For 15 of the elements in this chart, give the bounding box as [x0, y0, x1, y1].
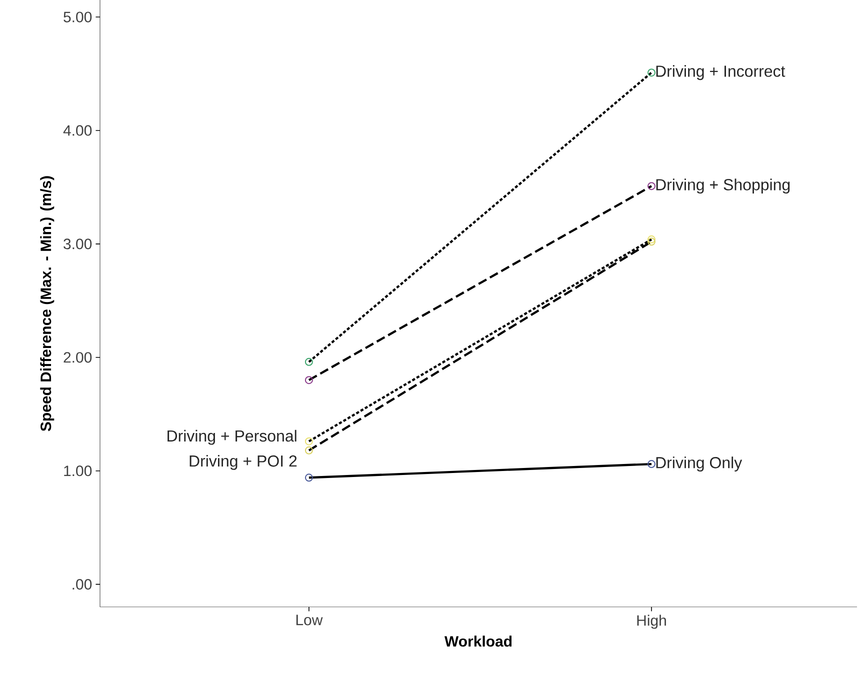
y-tick-label: 3.00 — [64, 238, 92, 250]
y-axis-title: Speed Difference (Max. - Min.) (m/s) — [40, 176, 54, 432]
series-label: Driving + Personal — [168, 430, 296, 445]
series-label: Driving Only — [656, 456, 742, 472]
x-tick-label: Low — [296, 614, 323, 626]
series-label: Driving + Incorrect — [656, 65, 786, 80]
y-tick-label: .00 — [72, 578, 92, 590]
x-tick-label: High — [637, 614, 666, 629]
y-tick-label: 4.00 — [63, 125, 92, 136]
x-axis-title: Workload — [444, 636, 512, 647]
y-tick-label: 2.00 — [64, 352, 92, 363]
series-label: Driving + Shopping — [656, 178, 790, 194]
y-tick-label: 5.00 — [64, 12, 92, 22]
y-tick-label: 1.00 — [64, 466, 92, 476]
series-label: Driving + POI 2 — [190, 454, 297, 470]
